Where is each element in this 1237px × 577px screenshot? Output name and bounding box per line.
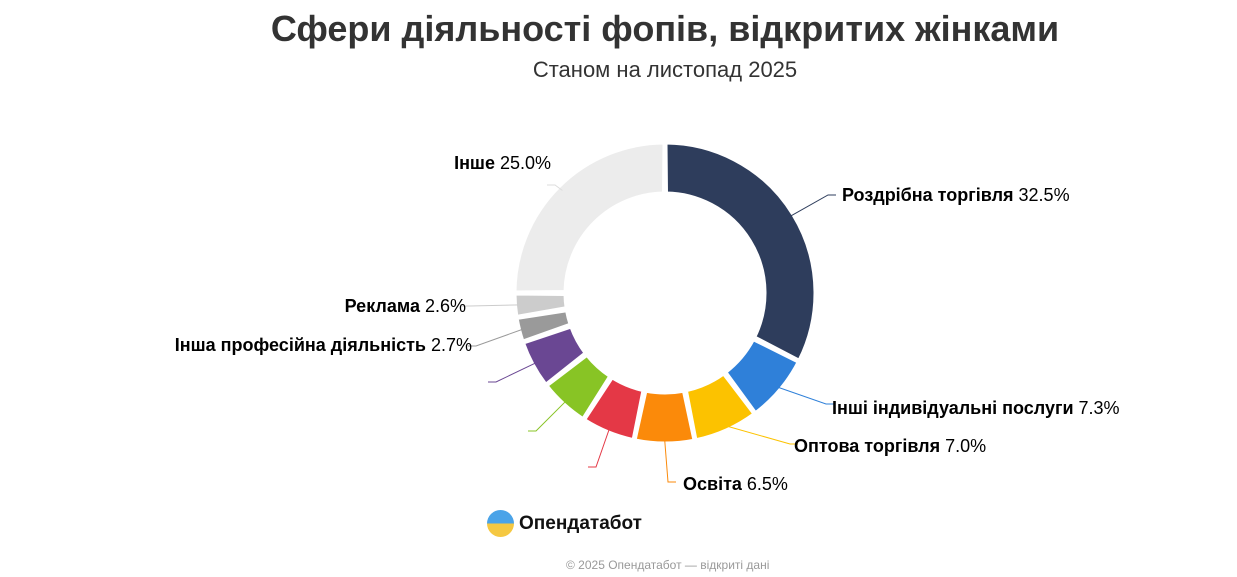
slice-label: Інші індивідуальні послуги 7.3% [832, 398, 1120, 419]
slice-label: Інше 25.0% [454, 153, 551, 174]
slice-label-name: Інша професійна діяльність [174, 335, 426, 355]
leader-line-8 [462, 304, 521, 307]
slice-0[interactable] [664, 141, 817, 362]
slice-label-value: 7.3% [1073, 398, 1120, 418]
slice-label-value: 2.6% [419, 296, 466, 316]
leader-line-0 [788, 194, 836, 218]
leader-line-3 [664, 437, 676, 483]
slice-3[interactable] [633, 389, 696, 445]
slice-2[interactable] [684, 372, 756, 442]
slice-7[interactable] [515, 309, 572, 343]
slice-5[interactable] [545, 353, 612, 421]
slice-label: Оптова торгівля 7.0% [794, 436, 986, 457]
slice-label: Роздрібна торгівля 32.5% [842, 185, 1070, 206]
footer-copyright: © 2025 Опендатабот — відкриті дані [566, 558, 770, 572]
slice-8[interactable] [513, 292, 568, 318]
chart-subtitle: Станом на листопад 2025 [532, 57, 798, 82]
leader-line-1 [775, 386, 834, 405]
slice-label-name: Оптова торгівля [794, 436, 941, 456]
slice-label-value: 32.5% [1013, 185, 1070, 205]
slice-label: Реклама 2.6% [345, 296, 466, 317]
slice-label: Інша професійна діяльність 2.7% [175, 335, 472, 356]
leader-line-7 [468, 328, 525, 347]
slice-1[interactable] [724, 338, 800, 415]
slice-label-value: 2.7% [425, 335, 472, 355]
leader-line-4 [588, 426, 611, 468]
leader-line-6 [488, 361, 538, 383]
slice-6[interactable] [522, 325, 587, 386]
slice-label: Освіта 6.5% [683, 474, 788, 495]
slice-label-value: 6.5% [741, 474, 788, 494]
leader-line-9 [547, 184, 563, 191]
slice-label-name: Освіта [683, 474, 742, 494]
leader-line-2 [724, 424, 798, 445]
opendatabot-logo-icon [487, 510, 514, 537]
leader-line-5 [528, 399, 568, 432]
slice-label-name: Реклама [344, 296, 420, 316]
slice-9[interactable] [513, 141, 666, 294]
slice-4[interactable] [583, 376, 645, 442]
slice-label-name: Інше [454, 153, 495, 173]
brand-logo: Опендатабот [487, 510, 642, 537]
slice-label-name: Роздрібна торгівля [842, 185, 1014, 205]
chart-title: Сфери діяльності фопів, відкритих жінкам… [270, 8, 1060, 49]
logo-text: Опендатабот [519, 512, 642, 534]
slice-label-value: 25.0% [494, 153, 551, 173]
slice-label-value: 7.0% [940, 436, 987, 456]
slice-label-name: Інші індивідуальні послуги [832, 398, 1074, 418]
